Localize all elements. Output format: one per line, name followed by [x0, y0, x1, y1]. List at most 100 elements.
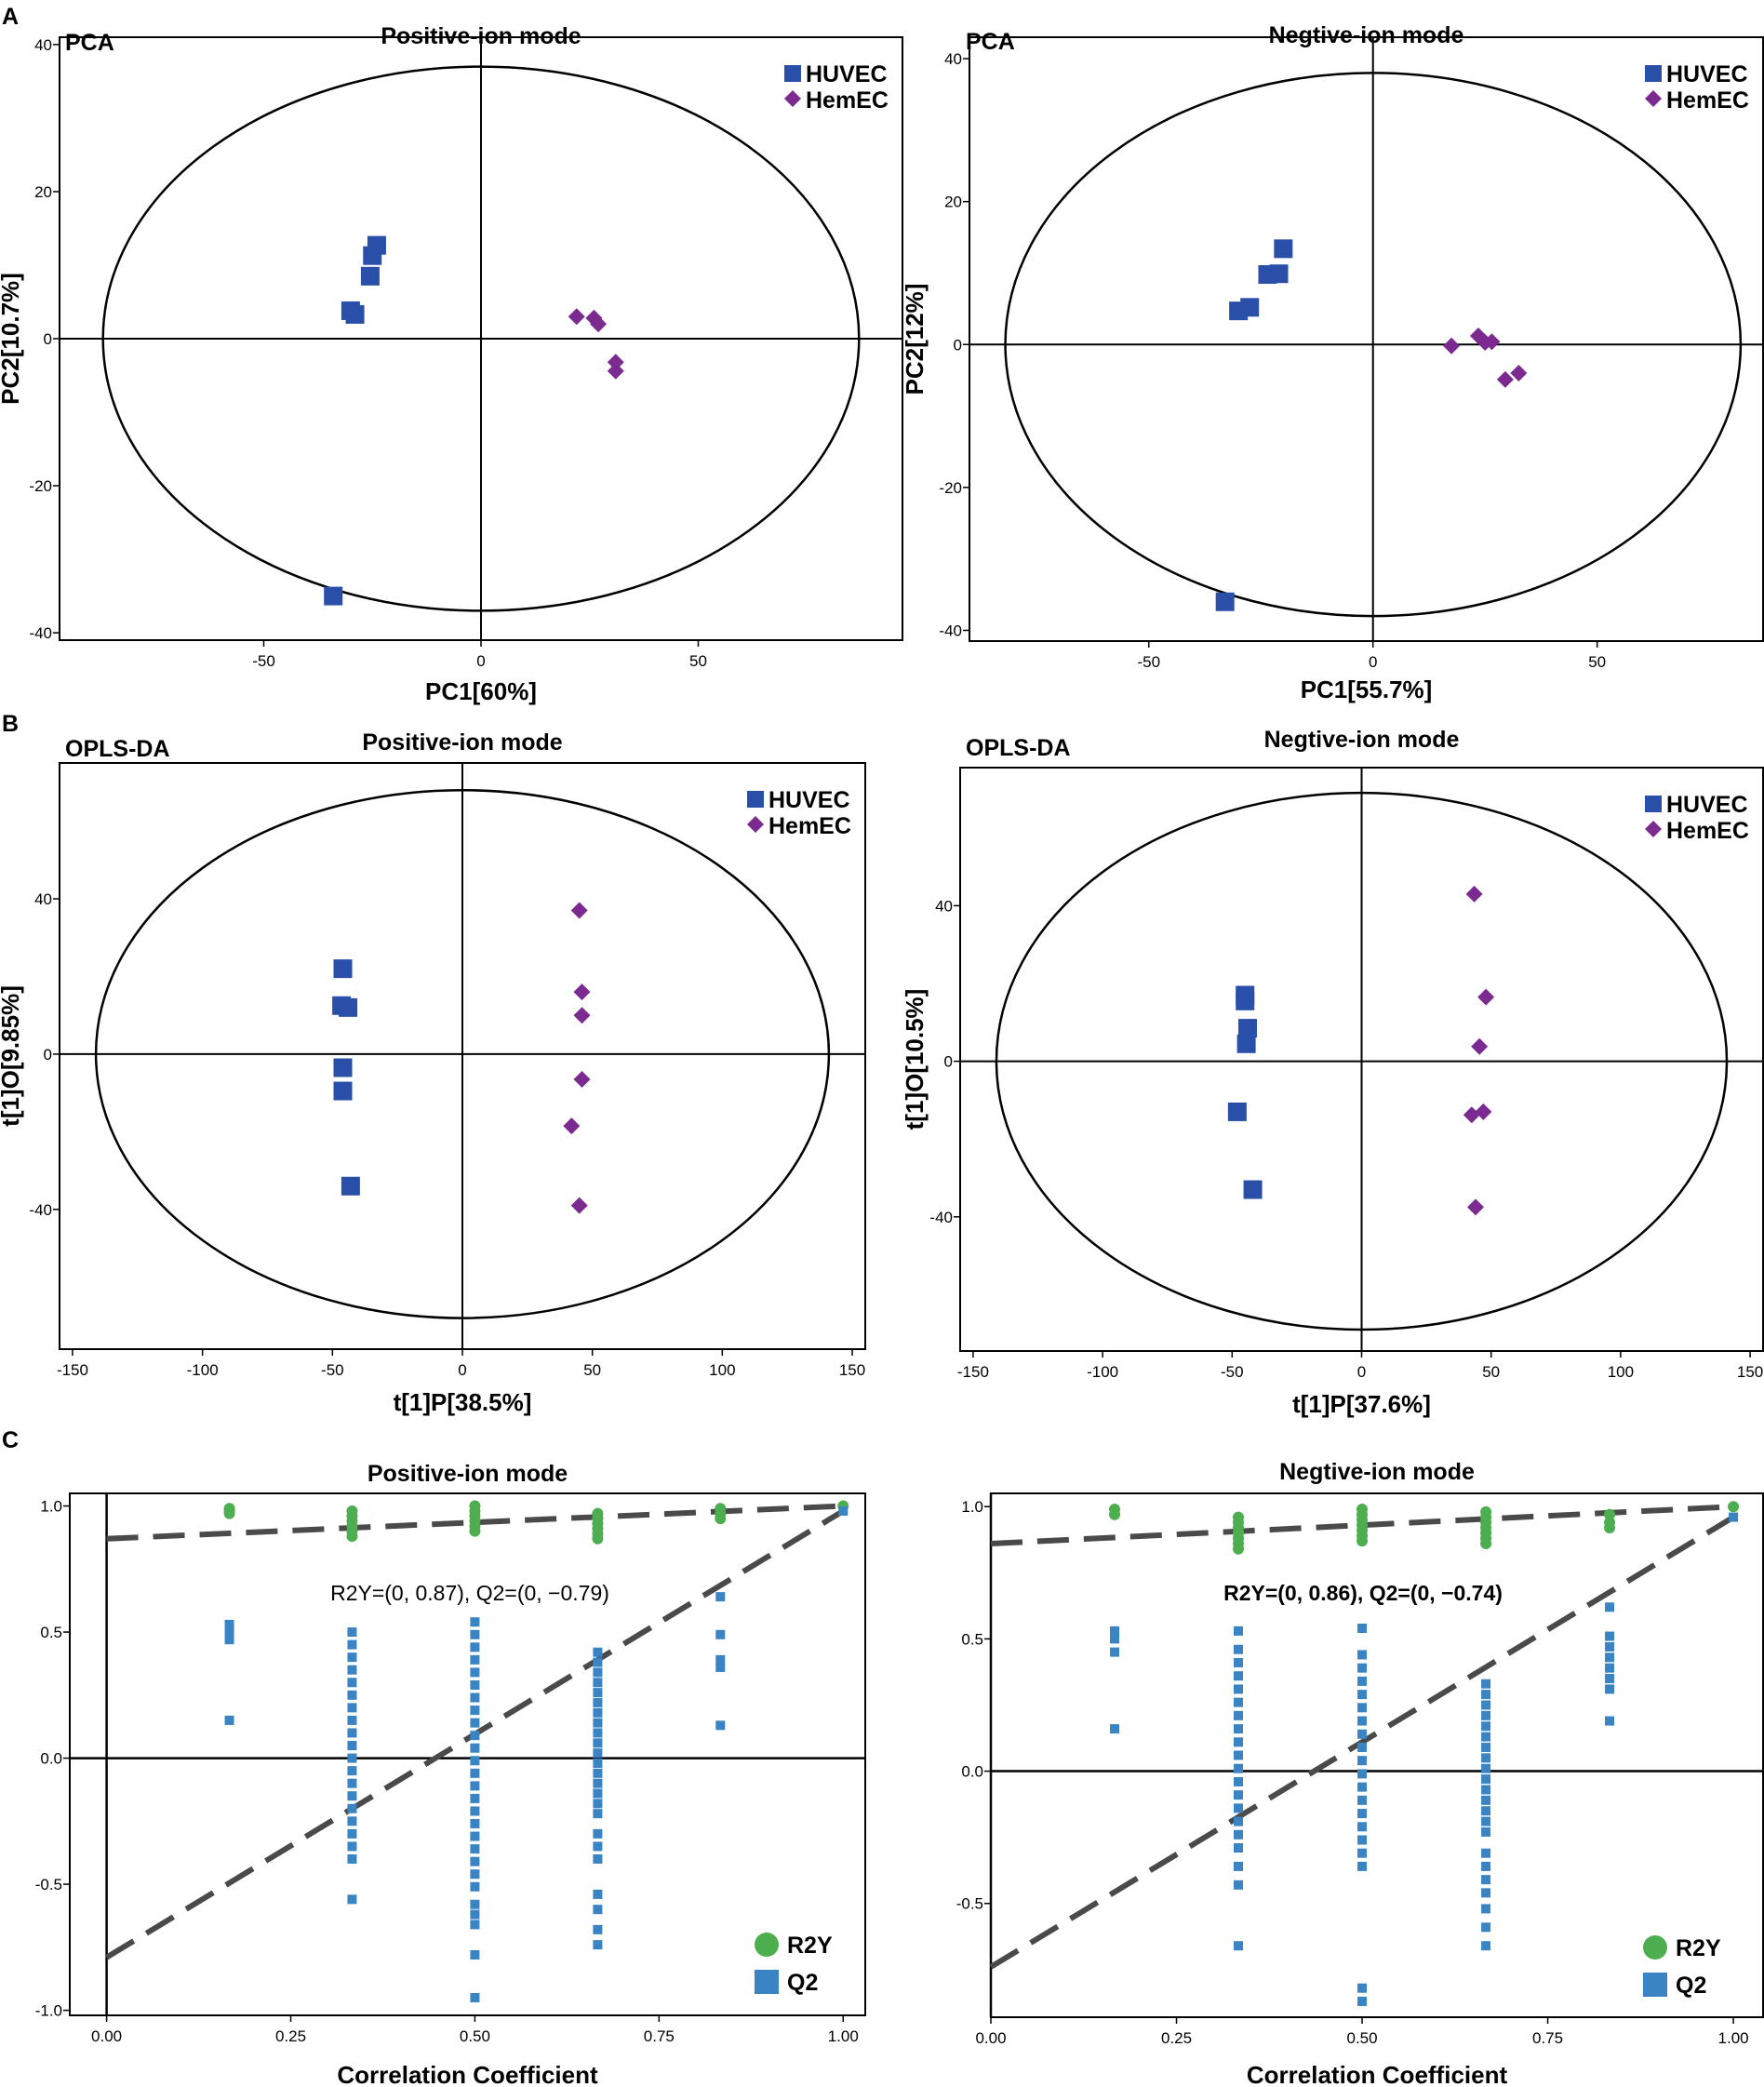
q2-point: [1357, 1996, 1368, 2006]
hemec-point: [1443, 337, 1461, 355]
y-tick-label: 0: [954, 336, 962, 354]
y-axis-label: PC2[12%]: [901, 284, 929, 395]
q2-point: [1729, 1512, 1739, 1522]
huvec-point: [1258, 264, 1277, 284]
hemec-point: [1471, 1037, 1489, 1055]
huvec-point: [345, 304, 365, 324]
x-tick-label: 0.50: [1346, 2029, 1377, 2047]
q2-point: [470, 1692, 480, 1703]
q2-point: [1357, 1742, 1368, 1752]
x-tick-label: 150: [1737, 1363, 1763, 1381]
q2-legend-marker: [755, 1970, 779, 1994]
y-tick-label: 1.0: [961, 1498, 983, 1516]
q2-point: [347, 1639, 357, 1650]
x-tick-label: 0: [476, 652, 485, 670]
huvec-point: [333, 1058, 353, 1077]
x-tick-label: -100: [187, 1361, 219, 1379]
q2-point: [593, 1688, 603, 1698]
chart-title: Positive-ion mode: [362, 729, 562, 756]
q2-point: [347, 1627, 357, 1638]
q2-point: [1357, 1782, 1368, 1792]
huvec-point: [1215, 592, 1235, 611]
q2-point: [1481, 1679, 1491, 1689]
huvec-legend-label: HUVEC: [768, 787, 850, 813]
q2-point: [715, 1592, 726, 1602]
q2-point: [715, 1629, 726, 1639]
q2-point: [593, 1657, 603, 1667]
q2-point: [1481, 1816, 1491, 1826]
huvec-point: [363, 246, 382, 265]
q2-point: [1357, 1690, 1368, 1700]
q2-point: [1357, 1795, 1368, 1805]
q2-point: [470, 1781, 480, 1791]
q2-point: [1481, 1922, 1491, 1933]
hemec-point: [1465, 885, 1483, 903]
chart-title: Positive-ion mode: [368, 1461, 568, 1487]
q2-point: [1605, 1674, 1615, 1684]
y-tick-label: 40: [944, 50, 962, 68]
q2-point: [347, 1665, 357, 1675]
q2-point: [470, 1629, 480, 1639]
x-tick-label: 100: [709, 1361, 735, 1379]
huvec-point: [1227, 1102, 1247, 1121]
q2-point: [593, 1678, 603, 1688]
r2y-legend-marker: [755, 1933, 779, 1957]
huvec-legend-marker: [747, 791, 764, 808]
q2-point: [1357, 1769, 1368, 1779]
huvec-point: [360, 266, 380, 286]
q2-point: [1233, 1803, 1243, 1813]
q2-point: [593, 1853, 603, 1864]
huvec-point: [1274, 239, 1293, 259]
y-tick-label: 0.5: [961, 1630, 983, 1648]
x-tick-label: 0.00: [975, 2029, 1006, 2047]
chart-title: Negtive-ion mode: [1264, 727, 1460, 753]
hemec-legend-label: HemEC: [1666, 818, 1749, 844]
q2-point: [1481, 1742, 1491, 1752]
hemec-point: [590, 315, 608, 333]
q2-point: [470, 1731, 480, 1741]
hemec-point: [1477, 988, 1495, 1006]
q2-point: [1233, 1737, 1243, 1747]
q2-point: [1357, 1716, 1368, 1726]
x-tick-label: 50: [583, 1361, 601, 1379]
y-tick-label: -0.5: [35, 1876, 62, 1893]
q2-point: [1357, 1624, 1368, 1634]
q2-point: [1110, 1647, 1120, 1657]
q2-point: [1233, 1657, 1243, 1667]
hemec-point: [1466, 1198, 1484, 1216]
q2-point: [1357, 1835, 1368, 1845]
q2-point: [347, 1841, 357, 1852]
hemec-legend-marker: [747, 816, 764, 833]
y-axis-label: t[1]O[9.85%]: [0, 985, 24, 1127]
permutation-negative-chart: 0.00 0.25 0.50 0.75 1.00 -0.5 0.0 0.5 1.0 Negtive…: [956, 1459, 1764, 2087]
y-tick-label: 0.0: [961, 1763, 983, 1781]
y-tick-label: 0: [944, 1053, 953, 1071]
r2y-legend-label: R2Y: [787, 1933, 833, 1959]
q2-point: [1605, 1641, 1615, 1652]
q2-point: [593, 1924, 603, 1934]
chart-title: Positive-ion mode: [381, 23, 581, 49]
q2-point: [347, 1791, 357, 1801]
q2-point: [224, 1635, 234, 1645]
q2-point: [593, 1799, 603, 1809]
q2-point: [1233, 1763, 1243, 1773]
q2-point: [1481, 1888, 1491, 1898]
y-tick-label: 0.5: [40, 1624, 62, 1641]
q2-point: [1233, 1710, 1243, 1720]
huvec-point: [1229, 301, 1249, 321]
q2-point: [1233, 1790, 1243, 1800]
y-tick-label: 20: [944, 194, 962, 211]
q2-point: [715, 1720, 726, 1731]
y-tick-label: -20: [29, 477, 52, 495]
y-tick-label: -40: [929, 1209, 953, 1226]
q2-point: [1110, 1625, 1120, 1636]
q2-point: [1481, 1875, 1491, 1885]
q2-point: [347, 1728, 357, 1738]
x-tick-label: 0.50: [460, 2027, 490, 2045]
y-tick-label: -40: [29, 1201, 52, 1219]
x-axis-label: t[1]P[37.6%]: [1292, 1390, 1431, 1418]
y-tick-label: 0.0: [40, 1750, 62, 1768]
q2-point: [593, 1728, 603, 1738]
r2y-point: [715, 1503, 727, 1515]
